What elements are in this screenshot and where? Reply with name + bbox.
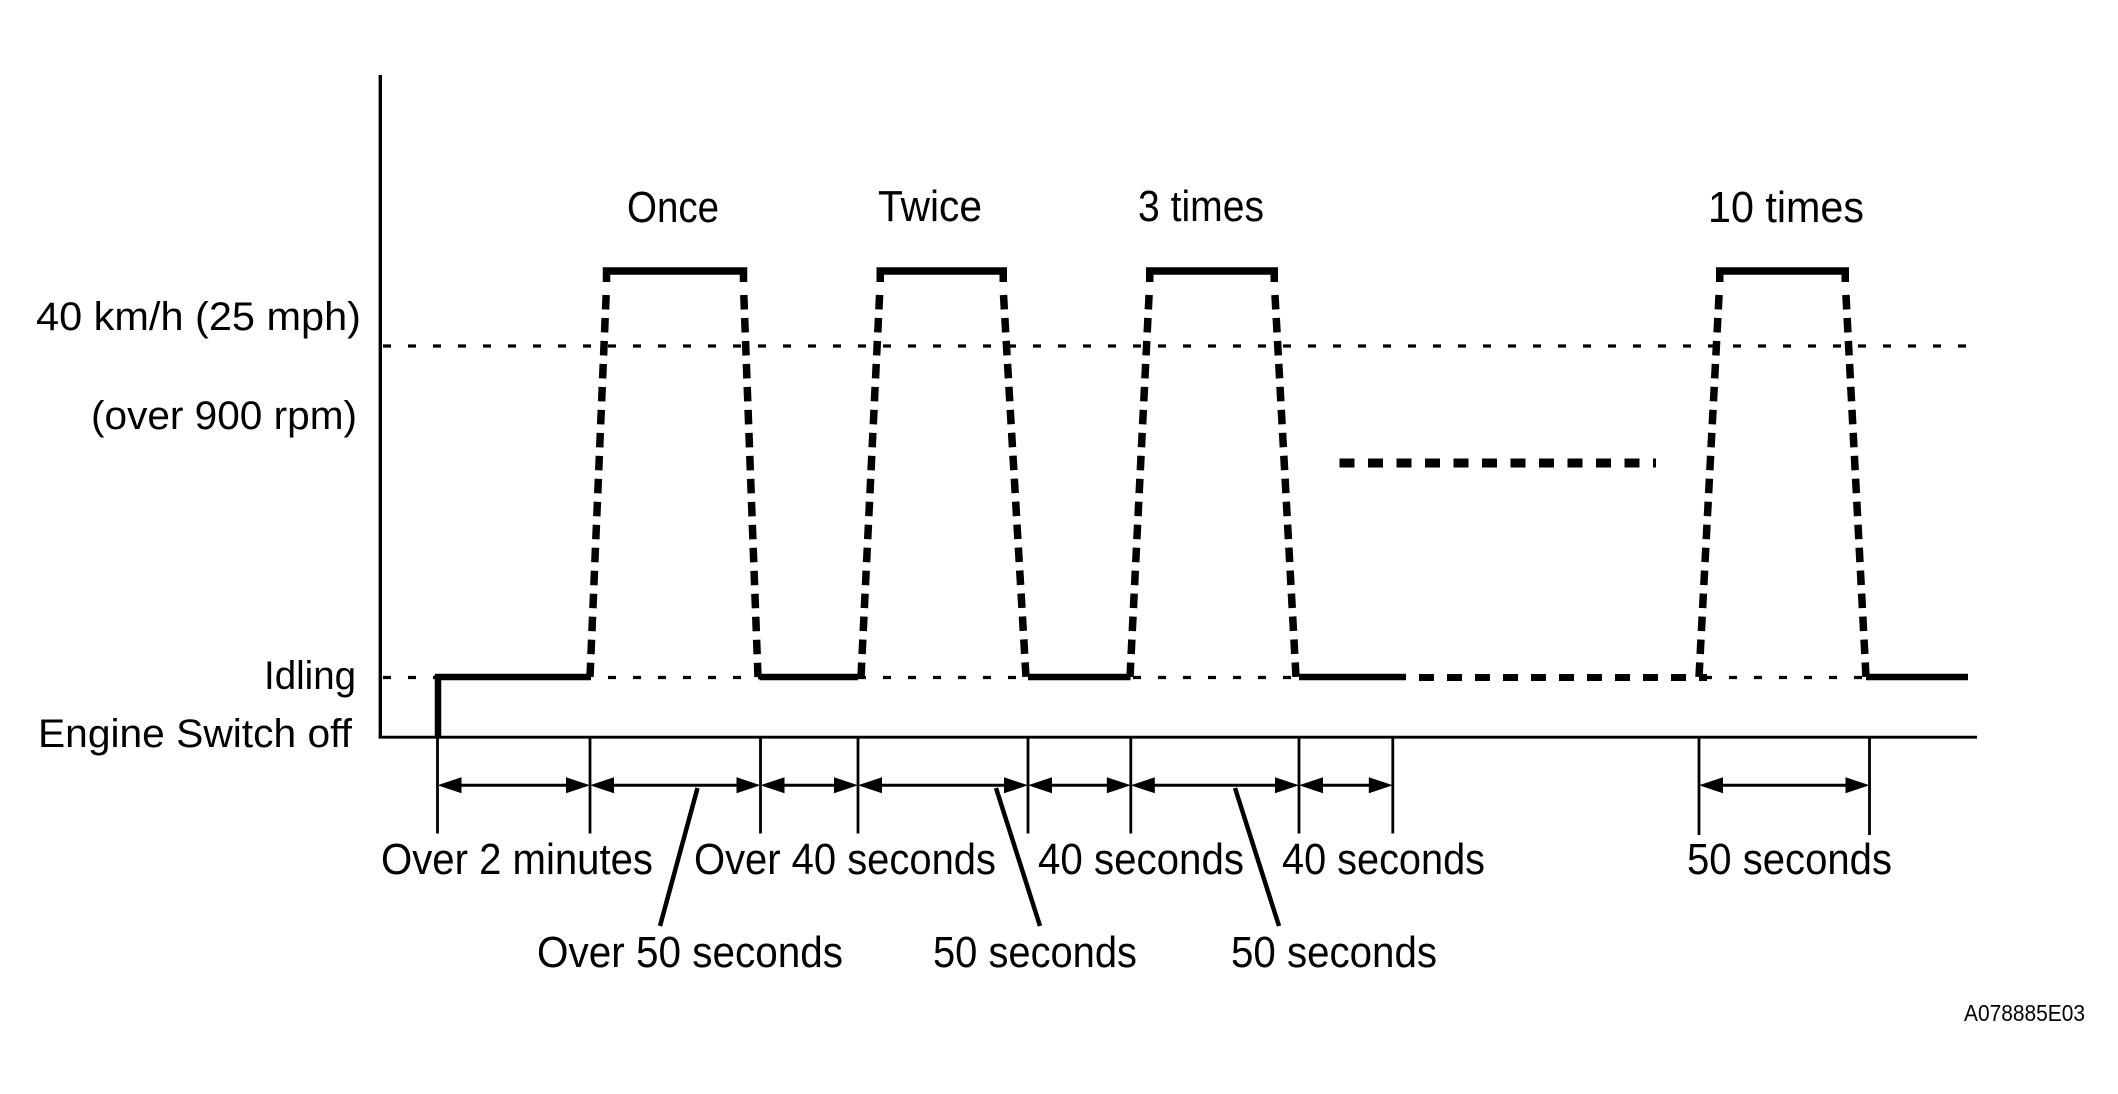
svg-text:40 seconds: 40 seconds	[1282, 835, 1485, 884]
svg-text:50 seconds: 50 seconds	[933, 928, 1137, 977]
svg-text:Over 2 minutes: Over 2 minutes	[381, 835, 653, 884]
svg-text:Idling: Idling	[264, 654, 356, 698]
svg-text:3 times: 3 times	[1138, 182, 1264, 231]
svg-text:Once: Once	[627, 183, 719, 232]
svg-text:10 times: 10 times	[1708, 183, 1864, 232]
svg-text:50 seconds: 50 seconds	[1687, 835, 1892, 884]
svg-text:(over 900 rpm): (over 900 rpm)	[91, 394, 357, 438]
svg-text:Over 40 seconds: Over 40 seconds	[694, 835, 996, 884]
svg-text:Over 50 seconds: Over 50 seconds	[537, 928, 843, 977]
svg-text:Engine Switch off: Engine Switch off	[38, 712, 353, 756]
svg-text:Twice: Twice	[878, 182, 982, 231]
svg-text:40 km/h (25 mph): 40 km/h (25 mph)	[36, 295, 361, 339]
svg-text:A078885E03: A078885E03	[1964, 1000, 2085, 1026]
svg-text:50 seconds: 50 seconds	[1231, 928, 1437, 977]
svg-text:40 seconds: 40 seconds	[1038, 835, 1244, 884]
